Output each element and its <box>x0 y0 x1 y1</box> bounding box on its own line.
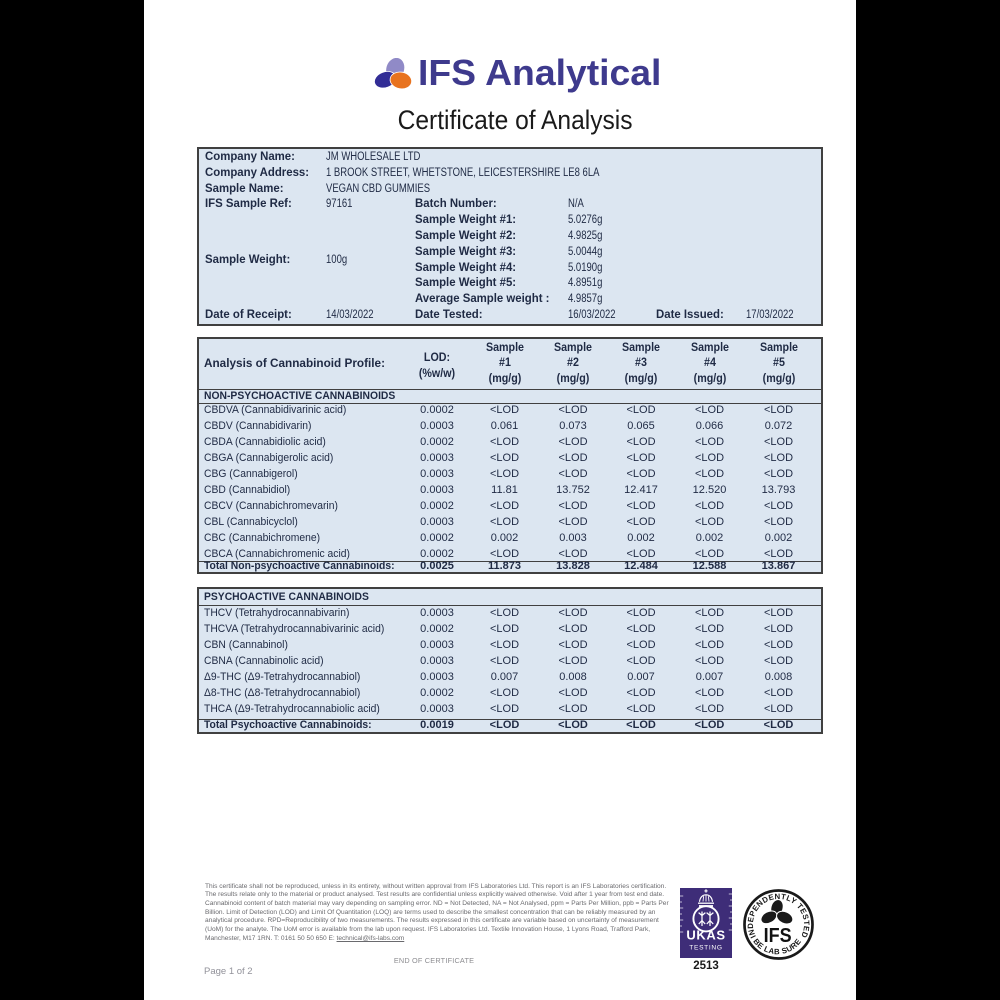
svg-text:IFS: IFS <box>764 924 792 947</box>
svg-text:TESTING: TESTING <box>689 945 722 952</box>
svg-text:UKAS: UKAS <box>686 928 725 943</box>
